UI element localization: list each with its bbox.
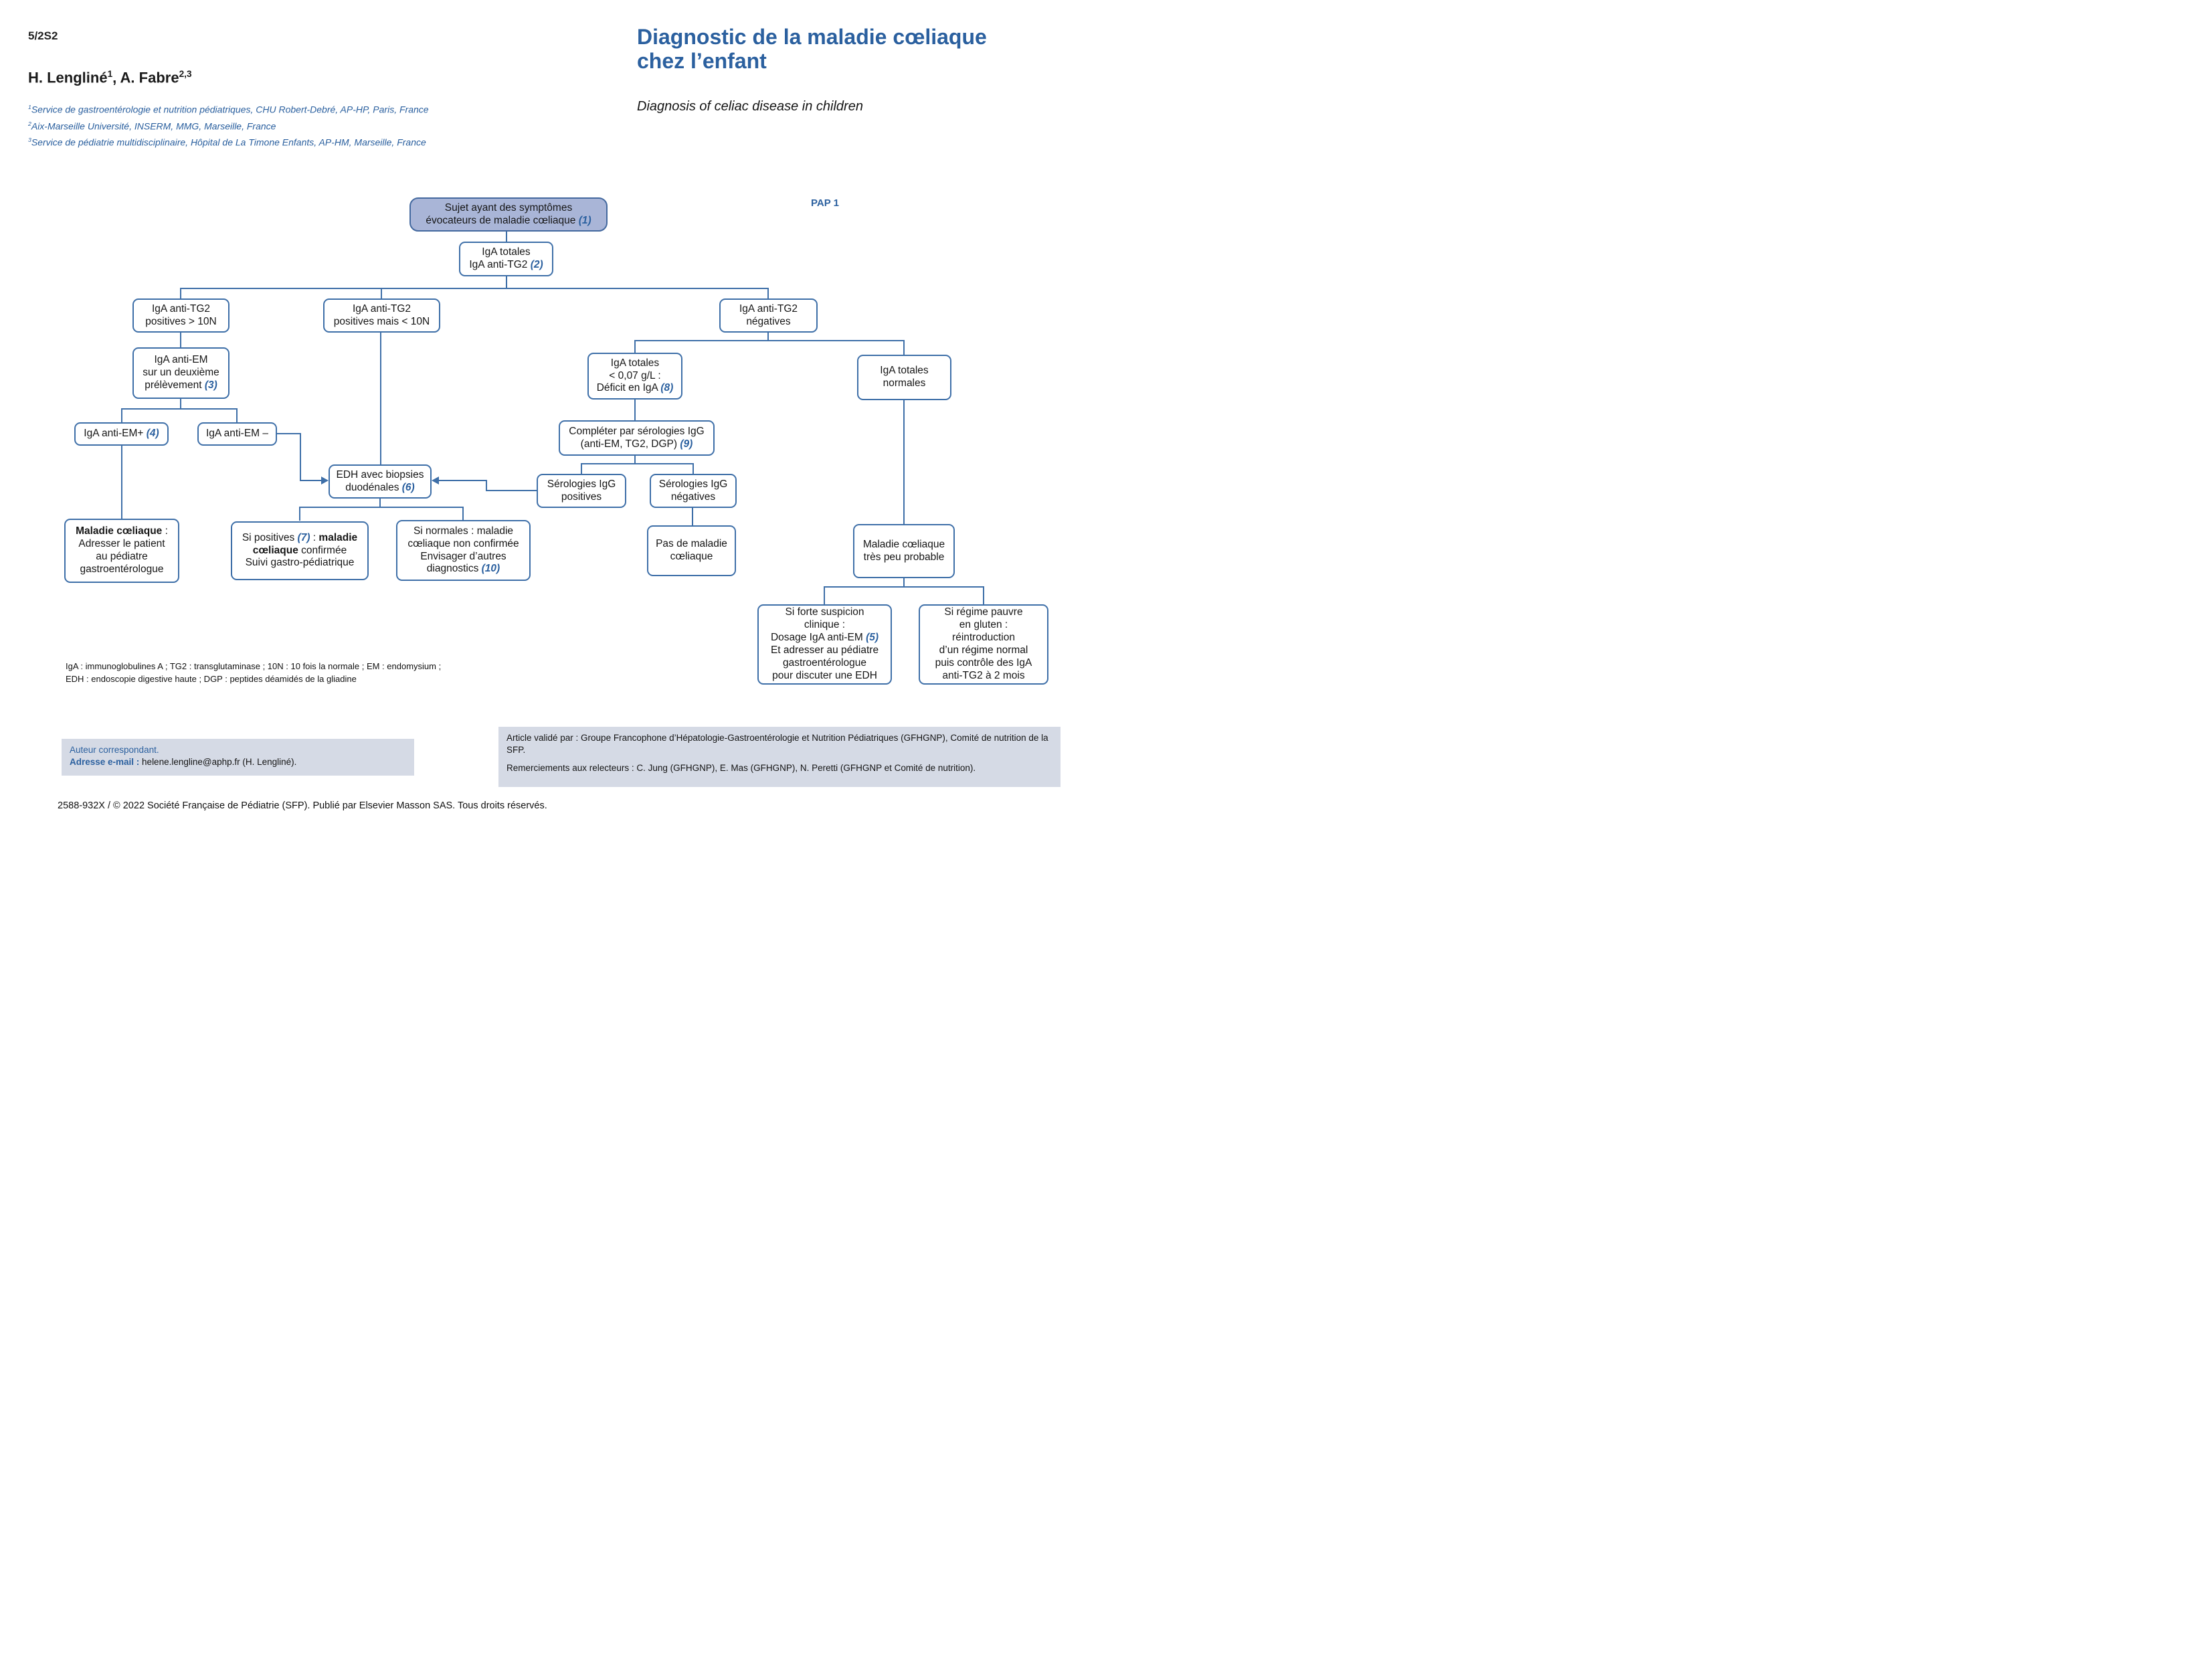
node-pas-de-maladie: Pas de maladie cœliaque (647, 525, 736, 576)
connector-line (506, 276, 507, 289)
node-iga-deficit: IgA totales < 0,07 g/L : Déficit en IgA (8… (587, 353, 682, 400)
node-si-forte-suspicion: Si forte suspicion clinique : Dosage IgA a… (757, 604, 892, 685)
connector-line (381, 288, 382, 298)
legend-line-2: EDH : endoscopie digestive haute ; DGP :… (66, 674, 357, 684)
node-si-normales-non-confirmee: Si normales : maladie cœliaque non confir… (396, 520, 531, 581)
node-anti-em-2e-prelevement: IgA anti-EM sur un deuxième prélèvement (3… (132, 347, 229, 399)
copyright-line: 2588-932X / © 2022 Société Française de … (58, 800, 547, 811)
connector-line (634, 400, 636, 420)
affiliations: 1Service de gastroentérologie et nutriti… (28, 104, 429, 148)
connector-line (767, 333, 769, 341)
connector-line (767, 288, 769, 298)
connector-line (824, 586, 825, 604)
connector-line (581, 463, 694, 464)
arrowhead-into-edh-left (321, 476, 329, 485)
connector-line (300, 433, 301, 481)
page: 5/2S2 H. Lengliné1, A. Fabre2,3 1Service… (0, 0, 1106, 830)
connector-line (180, 288, 769, 289)
connector-line (634, 340, 905, 341)
node-anti-em-positif: IgA anti-EM+ (4) (74, 422, 169, 446)
node-serologies-igg-negatives: Sérologies IgG négatives (650, 474, 737, 508)
connector-line (634, 456, 636, 464)
connector-line (299, 507, 300, 521)
connector-line (692, 508, 693, 525)
connector-line (581, 463, 582, 474)
node-si-regime-pauvre-gluten: Si régime pauvre en gluten : réintroductio… (919, 604, 1048, 685)
connector-line (439, 480, 487, 481)
node-sujet-symptomes: Sujet ayant des symptômes évocateurs de m… (409, 197, 608, 232)
node-si-positives-confirmee: Si positives (7) : maladie cœliaque confi… (231, 521, 369, 580)
page-number-code: 5/2S2 (28, 29, 58, 42)
connector-line (236, 408, 238, 422)
connector-line (121, 408, 122, 422)
legend-line-1: IgA : immunoglobulines A ; TG2 : transgl… (66, 661, 442, 671)
connector-line (903, 340, 905, 355)
connector-line (180, 399, 181, 410)
connector-line (983, 586, 984, 604)
connector-line (693, 463, 694, 474)
node-maladie-tres-peu-probable: Maladie cœliaque très peu probable (853, 524, 955, 578)
node-maladie-coeliaque-adresser: Maladie cœliaque : Adresser le patient au … (64, 519, 179, 583)
abbreviations-legend: IgA : immunoglobulines A ; TG2 : transgl… (66, 660, 441, 685)
connector-line (180, 333, 181, 347)
node-tg2-negatives: IgA anti-TG2 négatives (719, 298, 818, 333)
node-tg2-pos-sup10n: IgA anti-TG2 positives > 10N (132, 298, 229, 333)
correspondent-box: Auteur correspondant. Adresse e-mail : he… (62, 739, 414, 776)
thanks-text: Remerciements aux relecteurs : C. Jung (… (506, 763, 976, 773)
connector-line (634, 340, 636, 353)
connector-line (299, 507, 464, 508)
article-title-fr: Diagnostic de la maladie cœliaque chez l’… (637, 25, 987, 73)
authors: H. Lengliné1, A. Fabre2,3 (28, 69, 192, 86)
connector-line (462, 507, 464, 521)
connector-line (121, 408, 238, 410)
node-iga-totales-tg2: IgA totales IgA anti-TG2 (2) (459, 242, 553, 276)
connector-line (121, 446, 122, 519)
connector-line (277, 433, 301, 434)
connector-line (380, 333, 381, 464)
connector-line (903, 578, 905, 588)
node-serologies-igg-positives: Sérologies IgG positives (537, 474, 626, 508)
node-iga-normales: IgA totales normales (857, 355, 951, 400)
node-tg2-pos-inf10n: IgA anti-TG2 positives mais < 10N (323, 298, 440, 333)
connector-line (486, 480, 487, 491)
validation-text: Article validé par : Groupe Francophone … (506, 733, 1048, 755)
connector-line (486, 490, 537, 491)
node-edh-biopsies: EDH avec biopsies duodénales (6) (329, 464, 432, 499)
connector-line (824, 586, 984, 588)
pap-label: PAP 1 (811, 197, 839, 209)
connector-line (379, 499, 381, 508)
article-title-en: Diagnosis of celiac disease in children (637, 99, 863, 114)
node-anti-em-negatif: IgA anti-EM – (197, 422, 277, 446)
connector-line (300, 480, 322, 481)
connector-line (903, 400, 905, 524)
arrowhead-into-edh-right (432, 476, 439, 485)
validation-box: Article validé par : Groupe Francophone … (498, 727, 1061, 787)
connector-line (180, 288, 181, 298)
connector-line (506, 232, 507, 242)
node-completer-serologies-igg: Compléter par sérologies IgG (anti-EM, TG… (559, 420, 715, 456)
